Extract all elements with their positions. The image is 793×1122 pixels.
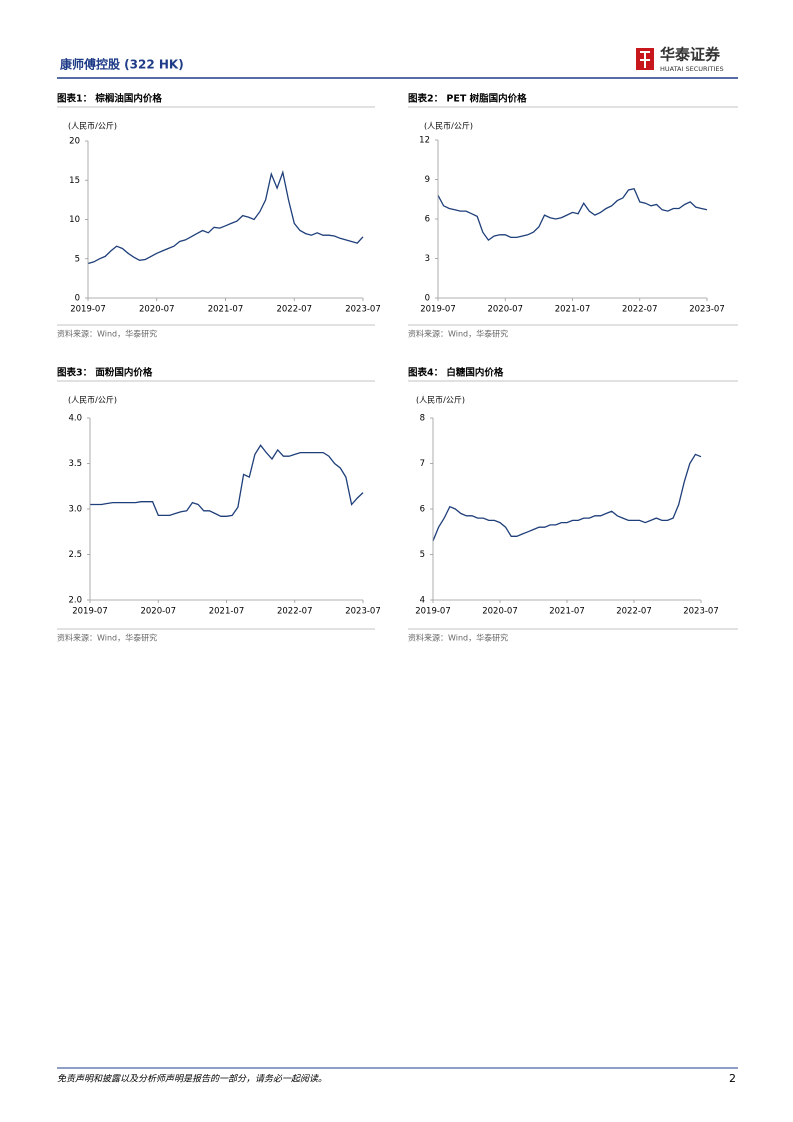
- x-tick-label: 2023-07: [689, 305, 725, 315]
- page-number: 2: [729, 1072, 736, 1085]
- logo-icon-mark: [640, 51, 650, 68]
- y-tick-label: 9: [425, 175, 430, 185]
- x-tick-label: 2022-07: [616, 607, 652, 617]
- y-tick-label: 3.5: [68, 459, 82, 469]
- y-tick-label: 3: [425, 254, 430, 264]
- x-tick-label: 2019-07: [415, 607, 451, 617]
- x-tick-label: 2021-07: [555, 305, 591, 315]
- x-tick-label: 2020-07: [482, 607, 518, 617]
- y-tick-label: 0: [75, 294, 80, 304]
- y-axis-unit: (人民币/公斤): [416, 395, 465, 405]
- chart-title: 图表3： 面粉国内价格: [57, 367, 153, 379]
- source-note: 资料来源：Wind，华泰研究: [408, 633, 508, 643]
- x-tick-label: 2021-07: [549, 607, 585, 617]
- chart-title: 图表2： PET 树脂国内价格: [408, 93, 527, 105]
- y-tick-label: 4.0: [68, 414, 82, 424]
- y-tick-label: 6: [420, 505, 425, 515]
- x-tick-label: 2019-07: [420, 305, 456, 315]
- price-line: [432, 453, 702, 542]
- y-axis-unit: (人民币/公斤): [68, 395, 117, 405]
- price-line: [87, 170, 364, 265]
- x-tick-label: 2020-07: [139, 305, 175, 315]
- chart-title: 图表4： 白糖国内价格: [408, 367, 504, 379]
- x-tick-label: 2020-07: [487, 305, 523, 315]
- x-tick-label: 2023-07: [345, 305, 381, 315]
- x-tick-label: 2019-07: [72, 607, 108, 617]
- y-tick-label: 0: [425, 294, 430, 304]
- source-note: 资料来源：Wind，华泰研究: [57, 633, 157, 643]
- y-tick-label: 12: [419, 136, 430, 146]
- y-tick-label: 2.0: [68, 596, 82, 606]
- y-tick-label: 5: [420, 550, 425, 560]
- y-tick-label: 20: [69, 137, 80, 147]
- x-tick-label: 2023-07: [683, 607, 719, 617]
- y-tick-label: 2.5: [68, 550, 82, 560]
- chart-title: 图表1： 棕榈油国内价格: [57, 93, 162, 105]
- x-tick-label: 2022-07: [622, 305, 658, 315]
- y-tick-label: 7: [420, 459, 425, 469]
- x-tick-label: 2021-07: [209, 607, 245, 617]
- company-title: 康师傅控股 (322 HK): [60, 57, 184, 72]
- logo-en: HUATAI SECURITIES: [660, 65, 724, 73]
- x-tick-label: 2019-07: [70, 305, 106, 315]
- y-tick-label: 5: [75, 254, 80, 264]
- y-tick-label: 15: [69, 176, 80, 186]
- price-line: [437, 187, 708, 242]
- x-tick-label: 2020-07: [140, 607, 176, 617]
- source-note: 资料来源：Wind，华泰研究: [57, 329, 157, 339]
- logo: 华泰证券 HUATAI SECURITIES: [636, 46, 724, 73]
- y-tick-label: 8: [420, 414, 425, 424]
- x-tick-label: 2021-07: [208, 305, 244, 315]
- y-tick-label: 10: [69, 215, 80, 225]
- y-tick-label: 3.0: [68, 505, 82, 515]
- x-tick-label: 2023-07: [345, 607, 381, 617]
- y-tick-label: 4: [420, 596, 425, 606]
- x-tick-label: 2022-07: [277, 607, 313, 617]
- disclaimer: 免责声明和披露以及分析师声明是报告的一部分，请务必一起阅读。: [57, 1074, 327, 1085]
- source-note: 资料来源：Wind，华泰研究: [408, 329, 508, 339]
- y-axis-unit: (人民币/公斤): [68, 121, 117, 131]
- price-line: [90, 444, 364, 517]
- x-tick-label: 2022-07: [276, 305, 312, 315]
- logo-cn: 华泰证券: [660, 46, 721, 64]
- y-axis-unit: (人民币/公斤): [424, 121, 473, 131]
- y-tick-label: 6: [425, 215, 430, 225]
